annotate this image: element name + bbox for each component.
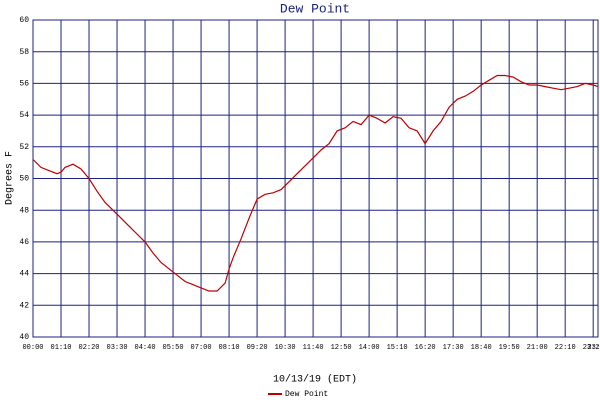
x-tick-label: 11:40 (303, 344, 324, 352)
y-tick-label: 60 (19, 16, 29, 25)
y-tick-label: 44 (19, 270, 29, 279)
y-tick-label: 52 (19, 143, 29, 152)
x-tick-label: 23:20 (583, 344, 600, 352)
y-tick-label: 58 (19, 48, 29, 57)
x-tick-label: 17:30 (443, 344, 464, 352)
x-tick-label: 16:20 (415, 344, 436, 352)
x-tick-label: 10:30 (275, 344, 296, 352)
x-tick-label: 03:30 (107, 344, 128, 352)
legend-label: Dew Point (285, 390, 328, 399)
x-tick-label: 07:00 (191, 344, 212, 352)
x-tick-label: 05:50 (163, 344, 184, 352)
x-tick-label: 08:10 (219, 344, 240, 352)
y-axis-label: Degrees F (5, 151, 16, 205)
x-tick-label: 23:32 (587, 344, 600, 352)
x-tick-label: 15:10 (387, 344, 408, 352)
x-tick-label: 00:00 (22, 344, 43, 352)
x-tick-label: 12:50 (331, 344, 352, 352)
data-line (32, 74, 599, 292)
x-tick-label: 19:50 (499, 344, 520, 352)
y-tick-label: 42 (19, 301, 29, 310)
y-tick-label: 54 (19, 111, 29, 120)
x-tick-label: 21:00 (527, 344, 548, 352)
y-tick-label: 40 (19, 333, 29, 342)
x-tick-label: 18:40 (471, 344, 492, 352)
x-tick-label: 02:20 (79, 344, 100, 352)
x-tick-label: 01:10 (51, 344, 72, 352)
y-tick-label: 56 (19, 80, 29, 89)
y-tick-label: 46 (19, 238, 29, 247)
y-tick-label: 48 (19, 206, 29, 215)
y-tick-label: 50 (19, 175, 29, 184)
x-tick-label: 09:20 (247, 344, 268, 352)
chart-title: Dew Point (280, 1, 350, 16)
x-tick-label: 14:00 (359, 344, 380, 352)
x-axis-label: 10/13/19 (EDT) (273, 374, 357, 386)
x-tick-label: 04:40 (135, 344, 156, 352)
x-tick-label: 22:10 (555, 344, 576, 352)
